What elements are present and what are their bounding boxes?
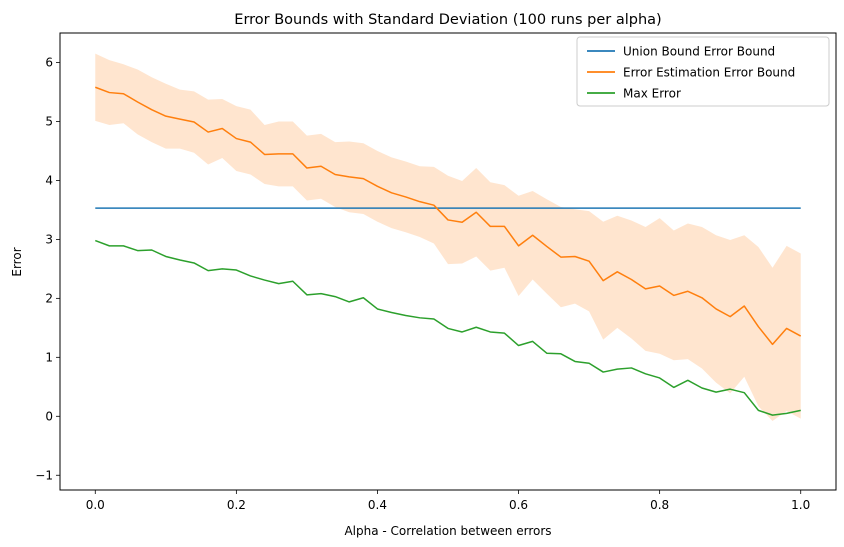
legend: Union Bound Error Bound Error Estimation… bbox=[576, 36, 830, 107]
x-tick-label: 0.4 bbox=[368, 498, 387, 512]
x-axis: 0.0 0.2 0.4 0.6 0.8 1.0 bbox=[86, 490, 810, 512]
chart-title: Error Bounds with Standard Deviation (10… bbox=[234, 12, 661, 28]
std-bands bbox=[95, 53, 801, 422]
y-tick-label: 2 bbox=[45, 291, 53, 305]
x-axis-label: Alpha - Correlation between errors bbox=[344, 524, 551, 538]
y-axis: −1 0 1 2 3 4 5 6 bbox=[35, 55, 60, 482]
x-tick-label: 0.6 bbox=[509, 498, 528, 512]
series-line-1 bbox=[95, 86, 802, 346]
y-tick-label: 0 bbox=[45, 409, 53, 423]
y-tick-label: 4 bbox=[45, 173, 53, 187]
legend-label-max-error: Max Error bbox=[623, 87, 681, 101]
y-tick-label: 6 bbox=[45, 55, 53, 69]
series-line-2 bbox=[95, 239, 801, 416]
y-tick-label: 5 bbox=[45, 114, 53, 128]
legend-label-error-estimation: Error Estimation Error Bound bbox=[623, 66, 795, 80]
x-tick-label: 1.0 bbox=[791, 498, 810, 512]
plot-frame bbox=[59, 32, 837, 491]
y-tick-label: 1 bbox=[45, 350, 53, 364]
y-tick-label: −1 bbox=[35, 468, 53, 482]
y-tick-label: 3 bbox=[45, 232, 53, 246]
series-lines bbox=[95, 86, 802, 416]
std-band-series-1 bbox=[95, 53, 801, 422]
legend-box bbox=[576, 36, 830, 107]
x-tick-label: 0.0 bbox=[86, 498, 105, 512]
legend-label-union-bound: Union Bound Error Bound bbox=[623, 45, 775, 59]
x-tick-label: 0.8 bbox=[650, 498, 669, 512]
x-tick-label: 0.2 bbox=[227, 498, 246, 512]
y-axis-label: Error bbox=[10, 247, 24, 276]
